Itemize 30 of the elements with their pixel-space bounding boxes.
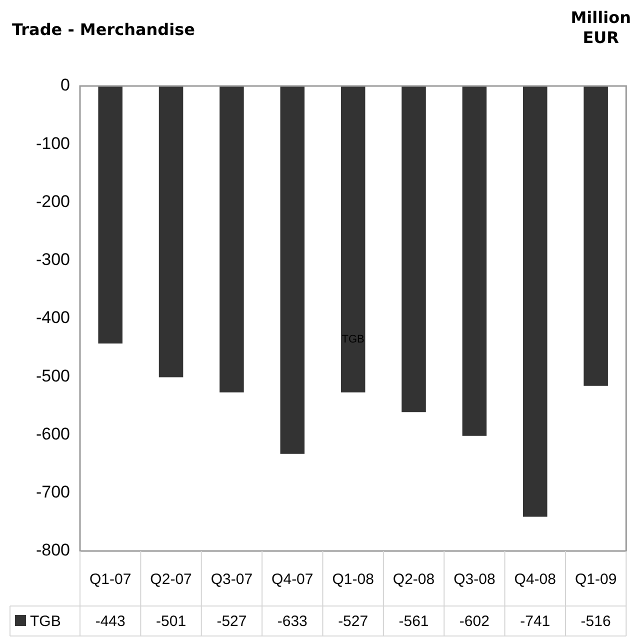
data-label: -527	[216, 613, 247, 630]
x-tick-label: Q2-07	[150, 571, 192, 588]
x-tick-label: Q2-08	[392, 571, 435, 588]
x-tick-label: Q3-08	[454, 571, 496, 588]
y-tick-label: -800	[36, 540, 70, 560]
chart-title: Trade - Merchandise	[12, 20, 195, 39]
data-label: -602	[459, 613, 490, 630]
data-label: -516	[580, 613, 611, 630]
data-label: -527	[338, 613, 368, 630]
data-label: -561	[398, 613, 429, 630]
x-tick-label: Q3-07	[210, 571, 253, 588]
y-tick-label: -600	[36, 424, 70, 444]
x-tick-label: Q1-07	[89, 571, 132, 588]
data-label: -741	[520, 613, 550, 630]
y-axis-title: Million EUR	[570, 8, 631, 48]
data-label: -501	[156, 613, 186, 630]
y-tick-label: -500	[36, 366, 70, 386]
x-tick-label: Q1-09	[574, 571, 617, 588]
legend-label: TGB	[30, 613, 61, 630]
data-label: -633	[277, 613, 308, 630]
y-tick-label: -700	[36, 482, 70, 502]
y-tick-label: -200	[36, 192, 70, 211]
x-tick-label: Q4-08	[514, 571, 556, 588]
y-tick-label: 0	[60, 76, 70, 95]
x-tick-label: Q1-08	[332, 571, 374, 588]
y-tick-label: -100	[36, 134, 70, 153]
y-tick-label: -400	[36, 308, 70, 328]
data-label: -443	[95, 613, 126, 630]
y-tick-label: -300	[36, 250, 70, 270]
x-tick-label: Q4-07	[272, 571, 314, 588]
